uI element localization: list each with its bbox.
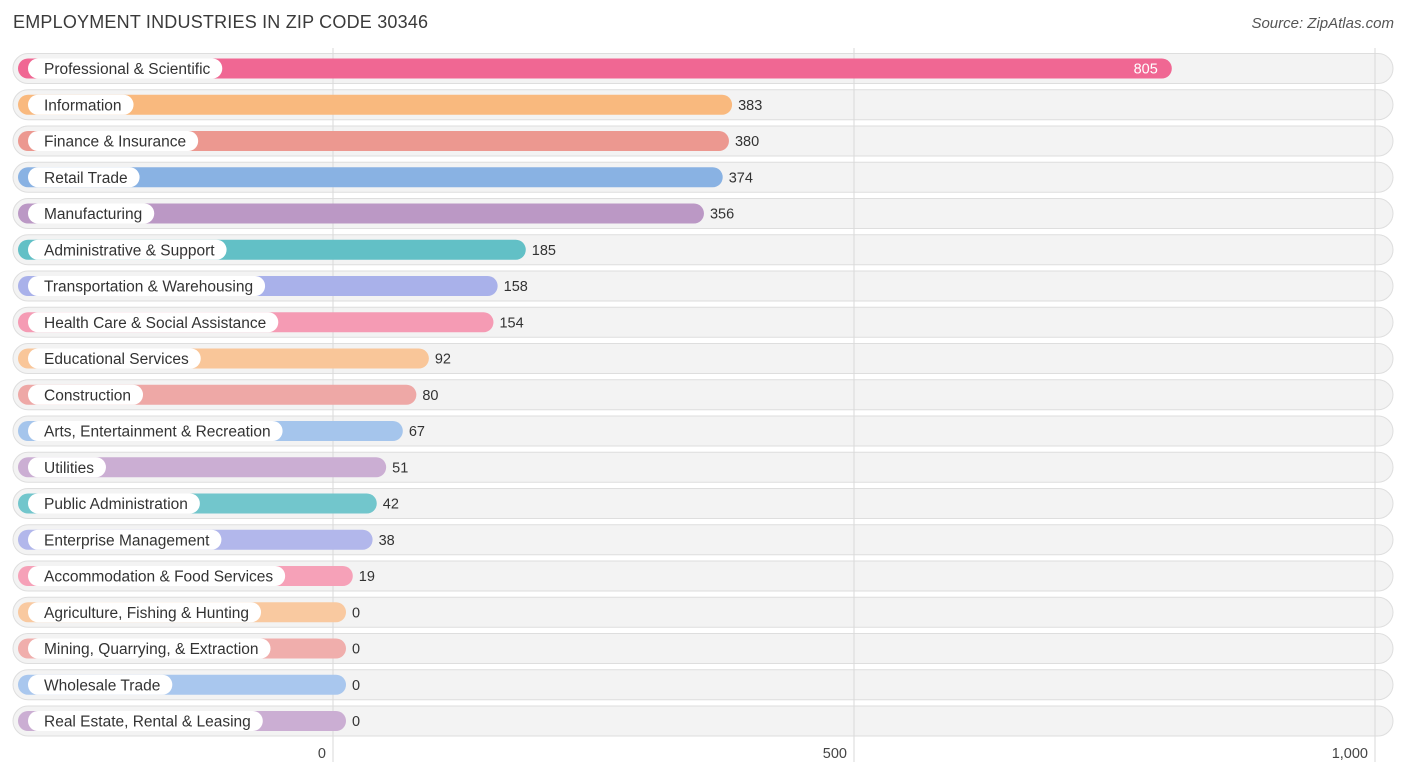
category-label: Utilities <box>44 460 94 477</box>
row-background <box>12 633 1394 664</box>
category-label-pill <box>28 131 199 151</box>
category-label-pill <box>28 421 283 441</box>
category-label-pill <box>28 167 140 188</box>
row-background <box>12 669 1394 701</box>
value-label: 374 <box>729 170 753 186</box>
category-label: Information <box>44 97 122 114</box>
category-label: Accommodation & Food Services <box>44 569 273 586</box>
category-label: Public Administration <box>44 496 188 513</box>
category-label: Enterprise Management <box>44 532 210 549</box>
bar <box>18 94 733 115</box>
category-label-pill <box>28 94 134 115</box>
chart-title: EMPLOYMENT INDUSTRIES IN ZIP CODE 30346 <box>13 12 429 32</box>
bar <box>18 203 704 224</box>
category-label: Health Care & Social Assistance <box>44 315 266 332</box>
category-label-pill <box>28 348 201 369</box>
value-label: 0 <box>352 714 360 730</box>
category-label-pill <box>28 276 266 296</box>
value-label: 67 <box>409 424 425 440</box>
category-label-pill <box>28 493 200 514</box>
category-label: Professional & Scientific <box>44 61 211 78</box>
x-tick-label: 500 <box>823 746 847 762</box>
value-label: 154 <box>499 315 523 331</box>
bar <box>18 167 723 188</box>
category-label: Arts, Entertainment & Recreation <box>44 424 271 441</box>
category-label: Real Estate, Rental & Leasing <box>44 714 251 731</box>
category-label: Educational Services <box>44 351 189 368</box>
source-label: Source: ZipAtlas.com <box>1251 15 1394 32</box>
value-label: 383 <box>738 98 762 114</box>
category-label: Transportation & Warehousing <box>44 279 253 296</box>
value-label: 380 <box>735 134 759 150</box>
category-label-pill <box>28 529 222 550</box>
category-label: Finance & Insurance <box>44 134 186 151</box>
value-label: 0 <box>352 605 360 621</box>
category-label-pill <box>28 312 279 333</box>
value-label: 42 <box>383 497 399 513</box>
category-label-pill <box>28 602 262 623</box>
row-background <box>12 705 1394 737</box>
category-label: Mining, Quarrying, & Extraction <box>44 641 259 658</box>
category-label-pill <box>28 203 155 224</box>
value-label: 0 <box>352 678 360 694</box>
category-label: Manufacturing <box>44 206 142 223</box>
category-label: Administrative & Support <box>44 242 215 259</box>
value-label: 185 <box>532 243 556 259</box>
value-label: 80 <box>422 388 438 404</box>
category-label-pill <box>28 674 173 695</box>
category-label-pill <box>28 384 144 405</box>
value-label: 19 <box>359 569 375 585</box>
category-label-pill <box>28 457 106 478</box>
x-tick-label: 1,000 <box>1332 746 1368 762</box>
value-label: 356 <box>710 207 734 223</box>
category-label: Retail Trade <box>44 170 128 187</box>
category-label-pill <box>28 239 227 260</box>
value-label: 38 <box>379 533 395 549</box>
value-label: 92 <box>435 352 451 368</box>
value-label: 51 <box>392 460 408 476</box>
value-label: 158 <box>504 279 528 295</box>
x-tick-label: 0 <box>318 746 326 762</box>
value-label: 0 <box>352 642 360 658</box>
category-label-pill <box>28 711 263 731</box>
category-label: Construction <box>44 387 131 404</box>
category-label: Agriculture, Fishing & Hunting <box>44 605 249 622</box>
value-label: 805 <box>1134 62 1158 78</box>
bar <box>18 457 387 478</box>
category-label-pill <box>28 638 271 659</box>
row-background <box>12 560 1394 592</box>
row-background <box>12 596 1394 628</box>
category-label-pill <box>28 566 286 586</box>
category-label-pill <box>28 58 223 79</box>
category-label: Wholesale Trade <box>44 677 160 694</box>
bar <box>18 58 1172 79</box>
